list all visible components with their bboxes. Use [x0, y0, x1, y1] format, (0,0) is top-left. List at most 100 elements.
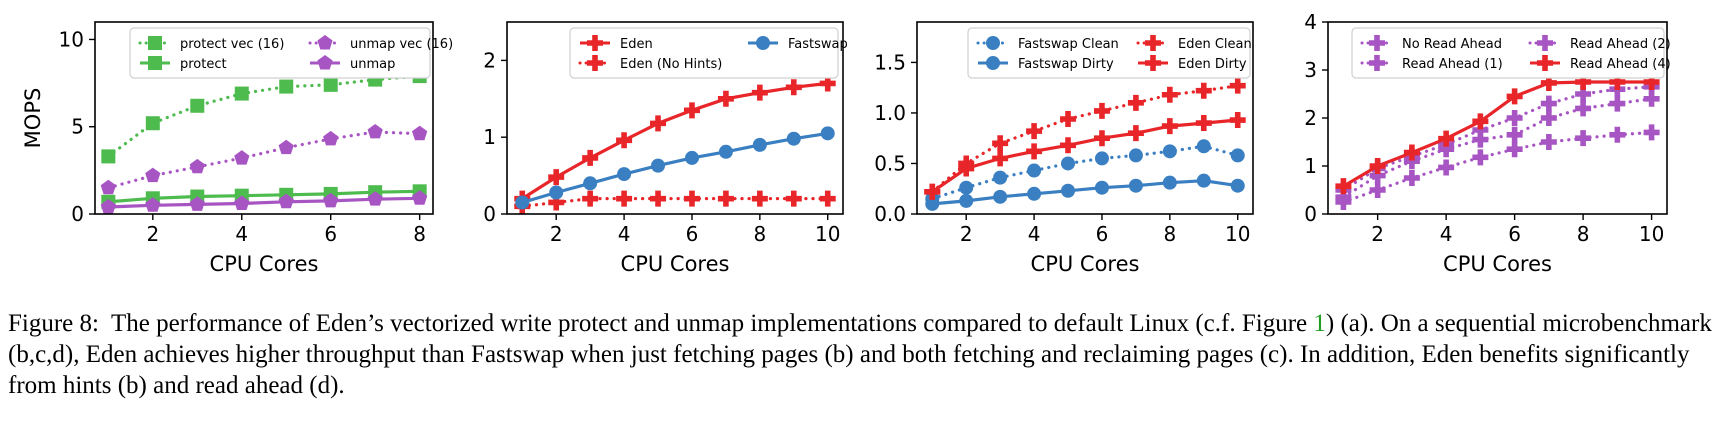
data-point	[279, 79, 294, 94]
y-tick-label: 2	[483, 48, 496, 72]
legend-label: Read Ahead (2)	[1570, 37, 1671, 52]
data-point	[1403, 144, 1420, 161]
data-point	[1196, 139, 1211, 154]
data-point	[785, 190, 802, 207]
plot-frame	[506, 21, 844, 215]
series-line	[1342, 80, 1652, 188]
data-point	[1609, 126, 1626, 143]
data-point	[1026, 143, 1043, 160]
data-point	[1609, 95, 1626, 112]
x-tick-label: 8	[753, 222, 766, 246]
legend-swatch-marker	[1369, 35, 1385, 51]
data-point	[1609, 74, 1626, 90]
data-point	[1540, 110, 1557, 126]
data-point	[1196, 173, 1211, 188]
y-tick-label: 0	[483, 202, 496, 226]
caption-text-start: The performance of Eden’s vectorized wri…	[111, 310, 1314, 337]
y-axis-label: MOPS	[21, 88, 45, 149]
caption-label: Figure 8:	[8, 310, 99, 337]
data-point	[1162, 175, 1177, 190]
y-tick-label: 1.5	[874, 50, 906, 74]
legend-label: unmap vec (16)	[350, 37, 453, 52]
chart-panel-b: 2 4 6 8 10 0 1 2 CPU Cores Eden Eden (No Hints) Fas…	[483, 21, 848, 276]
legend-swatch-marker	[1145, 55, 1161, 71]
data-point	[323, 130, 339, 146]
legend-label: Fastswap	[788, 37, 848, 52]
data-point	[278, 193, 294, 209]
x-axis-label: CPU Cores	[1031, 252, 1140, 276]
legend-label: Eden	[620, 37, 653, 52]
series-line	[521, 81, 828, 200]
x-tick-label: 4	[618, 222, 631, 246]
legend: protect vec (16) protect unmap vec (16) unm…	[129, 27, 453, 79]
y-tick-label: 5	[71, 115, 84, 139]
series-line	[1341, 97, 1654, 199]
x-tick-label: 6	[1096, 222, 1109, 246]
series-line	[930, 84, 1240, 194]
data-point	[1540, 74, 1557, 91]
data-point	[549, 185, 564, 200]
data-point	[1230, 148, 1245, 163]
series-line	[108, 189, 420, 204]
x-tick-label: 6	[686, 222, 699, 246]
data-point	[145, 197, 161, 212]
data-point	[786, 131, 801, 146]
data-point	[234, 86, 249, 101]
data-point	[819, 190, 836, 207]
data-point	[616, 132, 633, 149]
x-tick-label: 2	[146, 222, 159, 246]
legend-label: protect vec (16)	[180, 37, 284, 52]
data-point	[1540, 134, 1557, 150]
x-tick-label: 10	[815, 222, 840, 246]
data-point	[958, 160, 975, 177]
data-point	[548, 194, 565, 211]
legend-box	[129, 27, 431, 79]
series-line	[930, 144, 1240, 201]
x-tick-label: 8	[413, 222, 426, 246]
data-point	[617, 167, 632, 182]
y-tick-label: 0.0	[874, 202, 906, 226]
chart-panel-d: 2 4 6 8 10 0 1 2 3 4 CPU Cores No Read Ahead Read Ah…	[1304, 10, 1670, 276]
data-point	[993, 189, 1008, 204]
data-point	[993, 170, 1008, 185]
data-point	[718, 144, 733, 159]
data-point	[1061, 183, 1076, 198]
series-fastswap-dirty	[925, 173, 1245, 211]
data-point	[1093, 130, 1110, 147]
legend: No Read Ahead Read Ahead (1) Read Ahead (2…	[1351, 27, 1671, 79]
series-line	[520, 197, 830, 208]
data-point	[1438, 130, 1455, 147]
data-point	[145, 116, 160, 131]
x-axis-label: CPU Cores	[621, 252, 730, 276]
x-tick-label: 4	[1440, 222, 1453, 246]
data-point	[189, 196, 205, 211]
y-tick-label: 0.5	[874, 151, 906, 175]
legend-swatch-marker	[587, 35, 603, 51]
data-point	[1093, 102, 1110, 119]
data-point	[1575, 130, 1592, 147]
legend-box	[569, 27, 839, 79]
legend-box	[967, 27, 1251, 79]
data-point	[1335, 178, 1352, 195]
data-point	[992, 150, 1009, 167]
data-point	[1229, 77, 1246, 94]
series-protect-vec-16	[101, 69, 427, 164]
data-point	[234, 150, 250, 165]
legend: Eden Eden (No Hints) Fastswap	[569, 27, 848, 79]
data-point	[100, 199, 116, 214]
caption-figure-ref-link[interactable]: 1	[1313, 310, 1326, 337]
data-point	[100, 179, 116, 195]
legend-swatch-marker	[1145, 35, 1161, 51]
series-read-ahead-4	[1335, 74, 1660, 195]
data-point	[278, 139, 294, 155]
series-line	[108, 196, 420, 209]
x-tick-label: 2	[960, 222, 973, 246]
y-tick-label: 1	[1304, 154, 1317, 178]
y-tick-label: 1.0	[874, 101, 906, 125]
series-no-read-ahead	[1335, 124, 1660, 210]
chart-panel-c: 2 4 6 8 10 0.0 0.5 1.0 1.5 CPU Cores Fastswap Clea…	[874, 21, 1254, 276]
legend-swatch-marker	[317, 35, 333, 50]
data-point	[1060, 111, 1077, 128]
data-point	[1506, 141, 1523, 158]
